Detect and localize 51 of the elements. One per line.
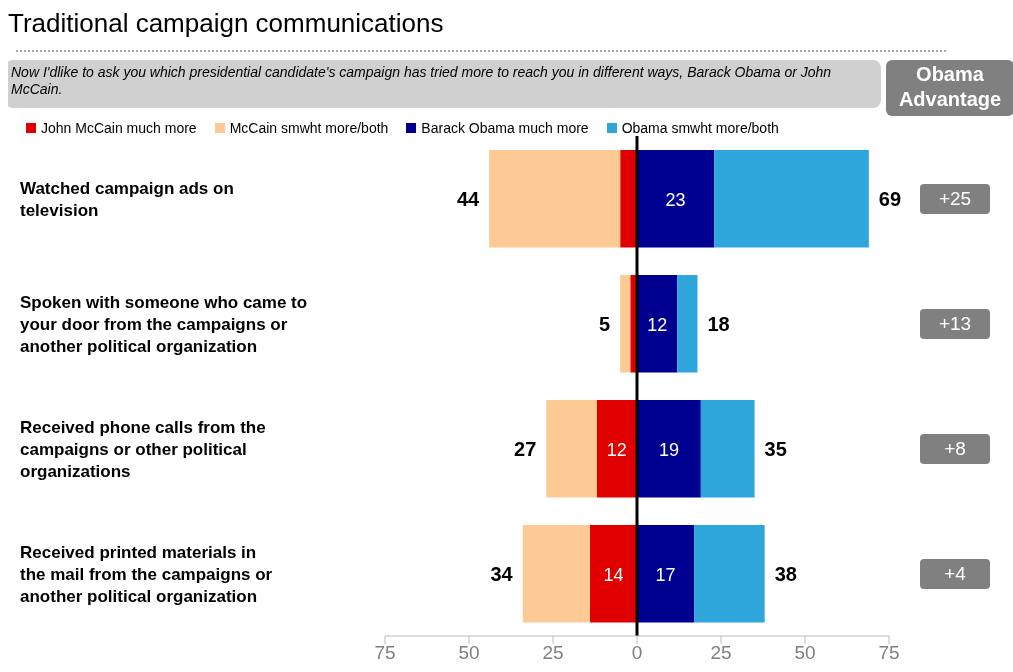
x-tick-label: 25	[710, 642, 732, 664]
bar	[637, 150, 715, 248]
bar	[589, 525, 637, 623]
text: 34	[490, 562, 513, 585]
chart-title: Traditional campaign communications	[8, 8, 444, 39]
text: 27	[514, 437, 537, 460]
legend-label: Obama smwht more/both	[621, 120, 779, 136]
bar	[620, 275, 631, 373]
data-label: 17	[655, 564, 676, 585]
text: +25	[920, 183, 990, 214]
bar	[637, 525, 695, 623]
x-tick-label: 75	[878, 642, 900, 664]
bar	[546, 400, 597, 498]
text: +4	[920, 558, 990, 589]
text: +8	[920, 433, 990, 464]
bar	[620, 150, 637, 248]
text: 5	[599, 312, 611, 335]
data-label: 12	[647, 314, 668, 335]
x-tick-label: 0	[631, 642, 643, 664]
data-label: 19	[658, 439, 679, 460]
bar	[522, 525, 590, 623]
legend-label: John McCain much more	[41, 120, 197, 136]
bar	[714, 150, 869, 248]
text: 69	[878, 187, 902, 210]
bar	[637, 400, 701, 498]
y-tick-label: Received phone calls from the campaigns or other political organizations	[20, 417, 266, 481]
chart-subtitle: Now I'dlike to ask you which presidential candidate's campaign has tried more to reach you in different ways, Barack Obama or John McCain.	[5, 60, 881, 108]
bar	[677, 275, 698, 373]
y-tick-label: Spoken with someone who came to your door from the campaigns or another political organization	[20, 292, 308, 356]
x-tick-label: 50	[794, 642, 816, 664]
bar	[596, 400, 637, 498]
bar	[694, 525, 765, 623]
y-tick-label: Received printed materials in the mail from the campaigns or another political organization	[20, 542, 273, 606]
legend-label: McCain smwht more/both	[229, 120, 389, 136]
y-tick-label: Watched campaign ads on television	[20, 178, 234, 220]
legend-label: Barack Obama much more	[421, 120, 589, 136]
bar	[489, 150, 621, 248]
text: 44	[456, 187, 480, 210]
data-label: 23	[665, 189, 686, 210]
text: 35	[764, 437, 787, 460]
text: Obama Advantage	[886, 60, 1013, 116]
x-tick-label: 75	[374, 642, 396, 664]
x-tick-label: 50	[458, 642, 480, 664]
bar	[700, 400, 755, 498]
text: 38	[774, 562, 797, 585]
text: 18	[707, 312, 730, 335]
text: +13	[920, 308, 990, 339]
bar	[637, 275, 678, 373]
data-label: 12	[606, 439, 627, 460]
x-tick-label: 25	[542, 642, 564, 664]
data-label: 14	[603, 564, 624, 585]
